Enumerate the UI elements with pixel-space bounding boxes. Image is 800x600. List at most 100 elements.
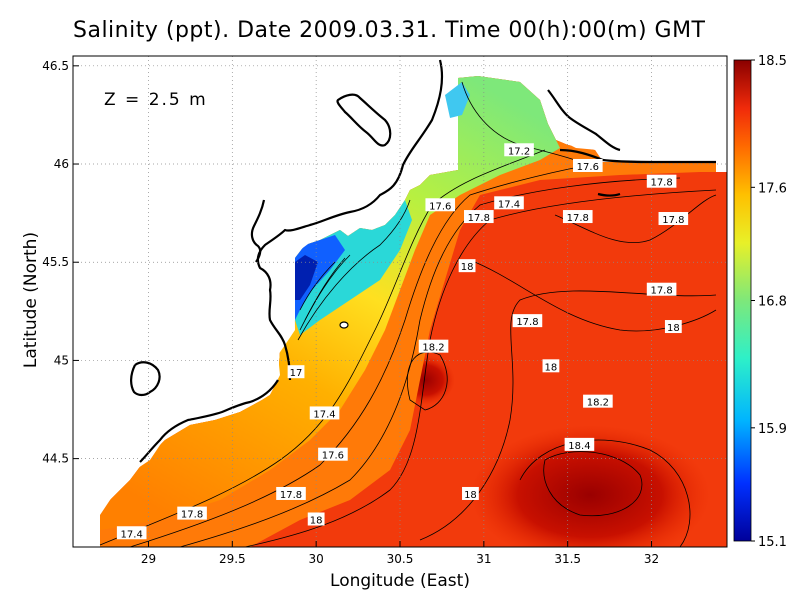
contour-label-box xyxy=(458,259,476,273)
y-tick-label: 45.5 xyxy=(42,255,69,269)
contour-label-box xyxy=(562,210,593,224)
y-tick-label: 45 xyxy=(54,353,69,367)
danube-plume xyxy=(295,200,412,335)
land-mask-west xyxy=(73,56,445,547)
danube-plume-core xyxy=(295,235,345,320)
x-tick-label: 32 xyxy=(644,552,659,566)
x-tick-label: 29.5 xyxy=(219,552,246,566)
contour-label-box xyxy=(494,196,524,210)
coastline-path xyxy=(139,379,279,463)
x-tick-label: 31 xyxy=(476,552,491,566)
x-tick-label: 30 xyxy=(309,552,324,566)
y-tick-label: 46.5 xyxy=(42,59,69,73)
contour-line xyxy=(554,194,717,244)
coastline-path xyxy=(559,148,716,164)
contour-line xyxy=(299,261,336,311)
colorbar-label: 15.9 xyxy=(758,422,787,437)
colorbar-label: 15.1 xyxy=(758,535,787,550)
y-tick-label: 44.5 xyxy=(42,452,69,466)
x-tick-label: 31.5 xyxy=(554,552,581,566)
contour-line xyxy=(304,257,346,321)
coastline-path xyxy=(130,361,161,397)
contour-label-box xyxy=(542,359,560,373)
contour-line xyxy=(179,177,681,547)
contour-label: 17.6 xyxy=(322,451,344,462)
contour-label: 17.8 xyxy=(650,178,672,189)
plume-deep-core xyxy=(295,255,318,300)
contour-label-box xyxy=(309,406,340,420)
contour-label: 17.8 xyxy=(280,490,302,501)
coastline-path xyxy=(256,59,444,381)
contour-label: 18 xyxy=(545,362,558,373)
contour-label-box xyxy=(116,526,147,540)
dniester-plume xyxy=(445,82,470,118)
contour-label-box xyxy=(177,506,207,520)
contour-line xyxy=(99,149,546,546)
coastline-path xyxy=(547,89,621,152)
contour-label-box xyxy=(504,143,534,157)
map-title: Salinity (ppt). Date 2009.03.31. Time 00… xyxy=(73,18,706,43)
contour-label-box xyxy=(318,447,348,461)
colorbar xyxy=(733,59,752,542)
contour-label-box xyxy=(646,174,677,188)
contour-label: 18 xyxy=(310,516,323,527)
contour-label-box xyxy=(418,339,449,353)
contour-label: 17.8 xyxy=(516,317,538,328)
contour-label: 17.6 xyxy=(429,201,451,212)
contour-label: 17.4 xyxy=(121,529,143,540)
contour-line xyxy=(469,259,717,332)
contour-label-box xyxy=(583,394,613,408)
small-island xyxy=(339,321,349,329)
contour-label: 18.2 xyxy=(587,398,609,409)
contour-label: 17.8 xyxy=(662,215,684,226)
coastline-path xyxy=(250,199,266,263)
y-axis-title: Latitude (North) xyxy=(21,232,41,368)
contour-label: 17.8 xyxy=(567,213,589,224)
colorbar-label: 18.5 xyxy=(758,54,787,69)
contour-label: 17.4 xyxy=(498,199,520,210)
contour-label-box xyxy=(573,158,603,172)
contour-label-box xyxy=(464,210,494,224)
contour-label-box xyxy=(287,365,305,379)
contour-label: 18.2 xyxy=(422,343,444,354)
contour-line xyxy=(406,351,448,411)
y-tick-label: 46 xyxy=(54,157,69,171)
contour-label-box xyxy=(664,320,682,334)
contour-label: 17.8 xyxy=(468,213,490,224)
contour-label-box xyxy=(658,212,689,226)
contour-line xyxy=(543,451,643,517)
contour-label: 18.4 xyxy=(568,441,590,452)
contour-label-box xyxy=(276,486,306,500)
contour-label: 17.2 xyxy=(508,146,530,157)
contour-line xyxy=(297,199,411,341)
contour-label: 18 xyxy=(667,323,680,334)
contour-label-box xyxy=(425,198,456,212)
contour-label: 17.4 xyxy=(313,409,335,420)
contour-label: 18 xyxy=(461,262,474,273)
contour-label: 17.6 xyxy=(577,162,599,173)
x-axis-ticks: 29 29.5 30 30.5 31 31.5 32 xyxy=(141,541,659,566)
contour-label: 17.8 xyxy=(650,286,672,297)
contour-label: 17 xyxy=(290,368,303,379)
colorbar-label: 16.8 xyxy=(758,295,787,310)
contour-labels: 17.2 17.6 17.8 17.6 17.4 17.8 17.8 17.8 18 17.8 17… xyxy=(116,143,689,540)
colorbar-labels: 18.5 17.6 16.8 15.9 15.1 xyxy=(751,54,787,550)
depth-label: Z = 2.5 m xyxy=(104,90,208,110)
contour-label-box xyxy=(512,314,543,328)
contour-line xyxy=(419,290,717,541)
grid-lines xyxy=(73,56,727,547)
contour-label-box xyxy=(564,437,595,451)
x-axis-title: Longitude (East) xyxy=(330,571,470,591)
land-mask-north xyxy=(478,56,727,162)
coastline xyxy=(130,59,716,463)
coastline-path xyxy=(336,93,392,147)
coastline-path xyxy=(597,192,621,197)
contour-line xyxy=(519,439,691,547)
contour-label-box xyxy=(646,282,677,296)
high-salinity-core xyxy=(470,425,710,547)
contour-label-box xyxy=(462,486,479,500)
contour-label: 17.8 xyxy=(181,510,203,521)
contour-line xyxy=(129,162,601,547)
contour-label: 18 xyxy=(464,490,477,501)
